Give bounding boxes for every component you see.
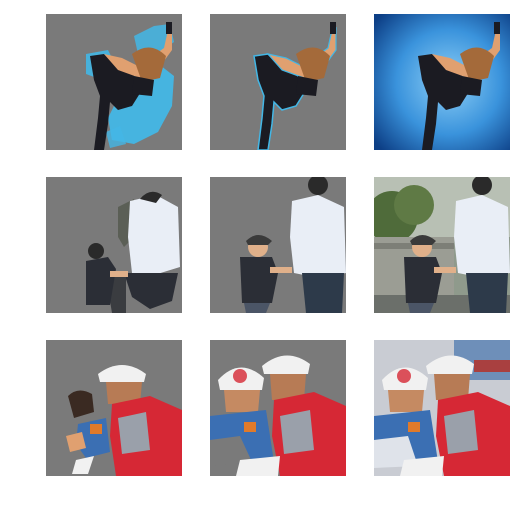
dancer-refined-mask-svg bbox=[210, 14, 346, 150]
dancer-coarse-mask-svg bbox=[46, 14, 182, 150]
dancer-original-svg bbox=[374, 14, 510, 150]
workers-original-image bbox=[374, 340, 510, 476]
family-original-svg bbox=[374, 177, 510, 313]
dancer-coarse-mask-image bbox=[46, 14, 182, 150]
family-refined-mask-image bbox=[210, 177, 346, 313]
workers-coarse-mask-svg bbox=[46, 340, 182, 476]
family-coarse-mask-image bbox=[46, 177, 182, 313]
dancer-refined-mask-image bbox=[210, 14, 346, 150]
workers-coarse-mask-image bbox=[46, 340, 182, 476]
workers-refined-mask-svg bbox=[210, 340, 346, 476]
dancer-original-image bbox=[374, 14, 510, 150]
family-coarse-mask-svg bbox=[46, 177, 182, 313]
family-original-image bbox=[374, 177, 510, 313]
family-refined-mask-svg bbox=[210, 177, 346, 313]
workers-refined-mask-image bbox=[210, 340, 346, 476]
workers-original-svg bbox=[374, 340, 510, 476]
